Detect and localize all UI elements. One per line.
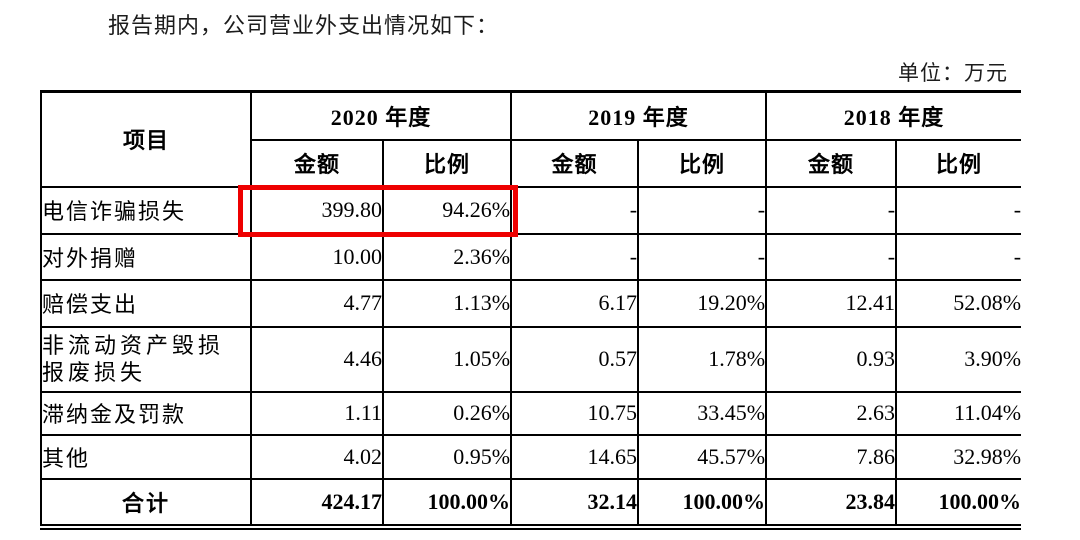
cell-2018-amount: - [765, 185, 898, 235]
header-ratio-2019: 比例 [637, 138, 768, 188]
row-item-label: 其他 [40, 433, 252, 480]
header-item: 项目 [40, 90, 252, 188]
table-row: 非流动资产毁损 报废损失 4.46 1.05% 0.57 1.78% 0.93 … [40, 325, 1022, 393]
header-row-sub: 金额 比例 金额 比例 金额 比例 [41, 138, 1022, 188]
cell-2020-ratio: 2.36% [381, 232, 513, 281]
total-2020-ratio: 100.00% [381, 477, 513, 530]
cell-2019-ratio: 19.20% [637, 278, 768, 328]
total-2019-ratio: 100.00% [637, 477, 768, 530]
cell-2020-amount: 4.02 [250, 433, 384, 480]
table-row: 电信诈骗损失 399.80 94.26% - - - - [40, 185, 1022, 235]
cell-2018-ratio: - [895, 232, 1022, 281]
table-row: 对外捐赠 10.00 2.36% - - - - [40, 232, 1022, 281]
cell-2018-amount: - [765, 232, 898, 281]
cell-2020-amount: 1.11 [250, 390, 384, 436]
header-year-2020: 2020 年度 [249, 90, 513, 141]
total-2018-ratio: 100.00% [895, 477, 1022, 530]
cell-2018-amount: 0.93 [765, 325, 898, 393]
cell-2018-amount: 2.63 [765, 390, 898, 436]
header-amount-2020: 金额 [250, 138, 384, 188]
cell-2020-ratio: 0.95% [381, 433, 513, 480]
header-amount-2018: 金额 [765, 138, 898, 188]
cell-2020-ratio: 1.13% [381, 278, 513, 328]
cell-2019-ratio: 45.57% [637, 433, 768, 480]
cell-2020-ratio: 94.26% [381, 185, 513, 235]
cell-2018-ratio: 52.08% [895, 278, 1022, 328]
row-item-label: 对外捐赠 [40, 232, 252, 281]
total-2020-amount: 424.17 [250, 477, 384, 530]
header-year-2018: 2018 年度 [765, 90, 1022, 141]
cell-2019-ratio: 1.78% [637, 325, 768, 393]
cell-2018-ratio: - [895, 185, 1022, 235]
header-amount-2019: 金额 [510, 138, 640, 188]
header-ratio-2020: 比例 [381, 138, 513, 188]
table-row: 滞纳金及罚款 1.11 0.26% 10.75 33.45% 2.63 11.0… [40, 390, 1022, 436]
cell-2018-amount: 12.41 [765, 278, 898, 328]
cell-2019-amount: 6.17 [510, 278, 640, 328]
header-row-years: 项目 2020 年度 2019 年度 2018 年度 [40, 90, 1022, 188]
cell-2020-amount: 399.80 [250, 185, 384, 235]
row-item-label: 电信诈骗损失 [40, 185, 252, 235]
cell-2018-ratio: 3.90% [895, 325, 1022, 393]
cell-2020-amount: 10.00 [250, 232, 384, 281]
cell-2020-amount: 4.46 [250, 325, 384, 393]
cell-2020-amount: 4.77 [250, 278, 384, 328]
cell-2019-amount: - [510, 185, 640, 235]
total-row: 合计 424.17 100.00% 32.14 100.00% 23.84 10… [40, 477, 1022, 530]
cell-2018-amount: 7.86 [765, 433, 898, 480]
cell-2020-ratio: 1.05% [381, 325, 513, 393]
row-item-label: 赔偿支出 [40, 278, 252, 328]
cell-2020-ratio: 0.26% [381, 390, 513, 436]
row-item-label: 滞纳金及罚款 [40, 390, 252, 436]
total-2018-amount: 23.84 [765, 477, 898, 530]
cell-2019-amount: 0.57 [510, 325, 640, 393]
intro-text: 报告期内，公司营业外支出情况如下： [108, 13, 500, 38]
total-label: 合计 [40, 477, 252, 530]
cell-2019-amount: 14.65 [510, 433, 640, 480]
table-row: 其他 4.02 0.95% 14.65 45.57% 7.86 32.98% [40, 433, 1022, 480]
cell-2019-ratio: 33.45% [637, 390, 768, 436]
cell-2019-amount: 10.75 [510, 390, 640, 436]
cell-2019-ratio: - [637, 232, 768, 281]
table-row: 赔偿支出 4.77 1.13% 6.17 19.20% 12.41 52.08% [40, 278, 1022, 328]
cell-2018-ratio: 32.98% [895, 433, 1022, 480]
expense-table: 项目 2020 年度 2019 年度 2018 年度 金额 比例 金额 比例 金… [40, 90, 1022, 530]
total-2019-amount: 32.14 [510, 477, 640, 530]
cell-2019-amount: - [510, 232, 640, 281]
header-ratio-2018: 比例 [895, 138, 1022, 188]
unit-label: 单位：万元 [898, 61, 1008, 85]
cell-2019-ratio: - [637, 185, 768, 235]
header-year-2019: 2019 年度 [510, 90, 768, 141]
row-item-label: 非流动资产毁损 报废损失 [40, 325, 252, 393]
cell-2018-ratio: 11.04% [895, 390, 1022, 436]
